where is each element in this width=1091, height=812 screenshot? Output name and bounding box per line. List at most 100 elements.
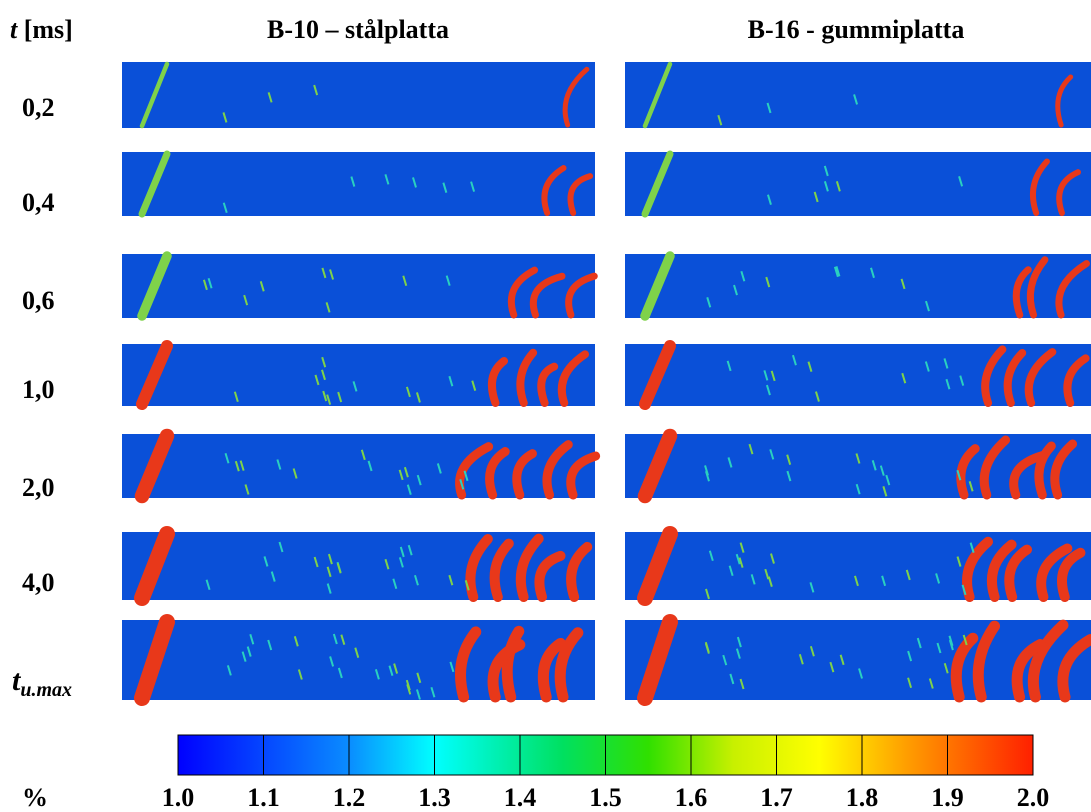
crack xyxy=(1027,619,1069,703)
crack xyxy=(139,61,170,129)
crack xyxy=(637,526,678,606)
speckle xyxy=(935,573,941,584)
speckle xyxy=(854,575,859,587)
speckle xyxy=(907,650,913,662)
speckle xyxy=(879,465,885,476)
crack xyxy=(566,541,593,602)
speckle xyxy=(224,452,230,464)
colorbar-tick-label: 1.2 xyxy=(333,783,366,812)
panel xyxy=(122,152,595,216)
speckle xyxy=(739,678,745,690)
row-label: 0,6 xyxy=(22,286,55,315)
speckle xyxy=(402,275,408,287)
panel xyxy=(625,62,1091,128)
panel xyxy=(122,254,595,318)
speckle xyxy=(885,474,891,486)
speckle xyxy=(733,284,738,296)
speckle xyxy=(241,651,247,662)
panel xyxy=(122,344,595,406)
crack xyxy=(516,348,538,407)
speckle xyxy=(374,669,380,680)
speckle xyxy=(809,645,815,657)
speckle xyxy=(293,635,299,647)
crack xyxy=(485,447,510,500)
speckle xyxy=(297,669,303,680)
crack xyxy=(1009,450,1048,500)
speckle xyxy=(336,562,342,574)
speckle xyxy=(337,391,343,403)
speckle xyxy=(354,647,360,659)
speckle xyxy=(226,665,232,676)
crack xyxy=(534,550,566,602)
speckle xyxy=(763,370,769,381)
speckle xyxy=(900,278,906,290)
speckle xyxy=(770,370,776,382)
speckle xyxy=(956,556,962,567)
speckle xyxy=(326,583,332,594)
speckle xyxy=(234,460,240,472)
speckle xyxy=(239,460,245,471)
crack xyxy=(134,614,175,706)
speckle xyxy=(267,639,273,651)
speckle xyxy=(337,667,343,679)
speckle xyxy=(943,358,949,369)
crack xyxy=(972,620,1001,703)
speckle xyxy=(407,544,413,556)
row-label: 2,0 xyxy=(22,473,55,502)
speckle xyxy=(959,375,965,386)
crack xyxy=(639,340,676,410)
row-label: 1,0 xyxy=(22,375,55,404)
crack xyxy=(1056,169,1081,216)
speckle xyxy=(326,394,332,405)
speckle xyxy=(340,634,346,645)
speckle xyxy=(332,633,338,645)
speckle xyxy=(858,668,864,679)
speckle xyxy=(202,279,208,291)
speckle xyxy=(448,375,454,387)
colorbar-tick-label: 1.9 xyxy=(931,783,964,812)
speckle xyxy=(925,300,930,312)
crack xyxy=(962,536,994,602)
speckle xyxy=(705,470,710,482)
speckle xyxy=(722,654,728,666)
speckle xyxy=(445,275,451,286)
crack xyxy=(979,435,1011,500)
speckle xyxy=(814,391,820,402)
speckle xyxy=(313,556,319,568)
speckle xyxy=(870,267,875,279)
speckle xyxy=(770,553,775,564)
speckle xyxy=(786,454,792,465)
speckle xyxy=(267,92,273,103)
colorbar-tick-label: 1.6 xyxy=(675,783,708,812)
speckle xyxy=(882,485,888,497)
speckle xyxy=(717,114,723,126)
crack xyxy=(1063,354,1090,407)
speckle xyxy=(416,474,422,486)
speckle xyxy=(470,181,476,192)
speckle xyxy=(399,546,405,558)
crack xyxy=(515,533,544,602)
speckle xyxy=(416,672,422,684)
speckle xyxy=(958,176,964,187)
speckle xyxy=(823,181,829,192)
speckle xyxy=(807,361,813,373)
crack xyxy=(501,625,525,703)
colorbar-tick-label: 1.7 xyxy=(760,783,793,812)
speckle xyxy=(823,165,829,177)
speckle xyxy=(205,579,211,591)
speckle xyxy=(352,381,358,392)
speckle xyxy=(270,571,276,582)
speckle xyxy=(735,553,741,565)
crack xyxy=(1036,543,1073,602)
speckle xyxy=(948,639,954,651)
crack xyxy=(489,538,514,602)
speckle xyxy=(416,689,421,700)
crack xyxy=(562,66,590,128)
speckle xyxy=(278,541,284,553)
speckle xyxy=(406,684,412,695)
speckle xyxy=(321,369,326,381)
crack xyxy=(487,357,509,407)
colorbar-tick-label: 1.1 xyxy=(247,783,280,812)
speckle xyxy=(767,576,773,587)
speckle xyxy=(969,542,975,553)
